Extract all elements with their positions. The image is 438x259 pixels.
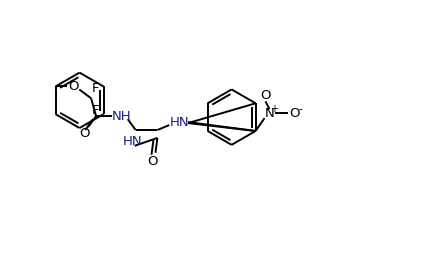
Text: -: - [298, 104, 302, 114]
Text: O: O [68, 80, 78, 93]
Text: O: O [289, 107, 300, 120]
Text: O: O [79, 127, 89, 140]
Text: O: O [260, 89, 271, 102]
Text: +: + [270, 104, 279, 114]
Text: HN: HN [170, 116, 189, 128]
Text: N: N [265, 107, 274, 120]
Text: O: O [147, 155, 158, 168]
Text: NH: NH [112, 110, 131, 123]
Text: F: F [92, 82, 99, 95]
Text: F: F [92, 104, 99, 117]
Text: HN: HN [123, 135, 142, 148]
